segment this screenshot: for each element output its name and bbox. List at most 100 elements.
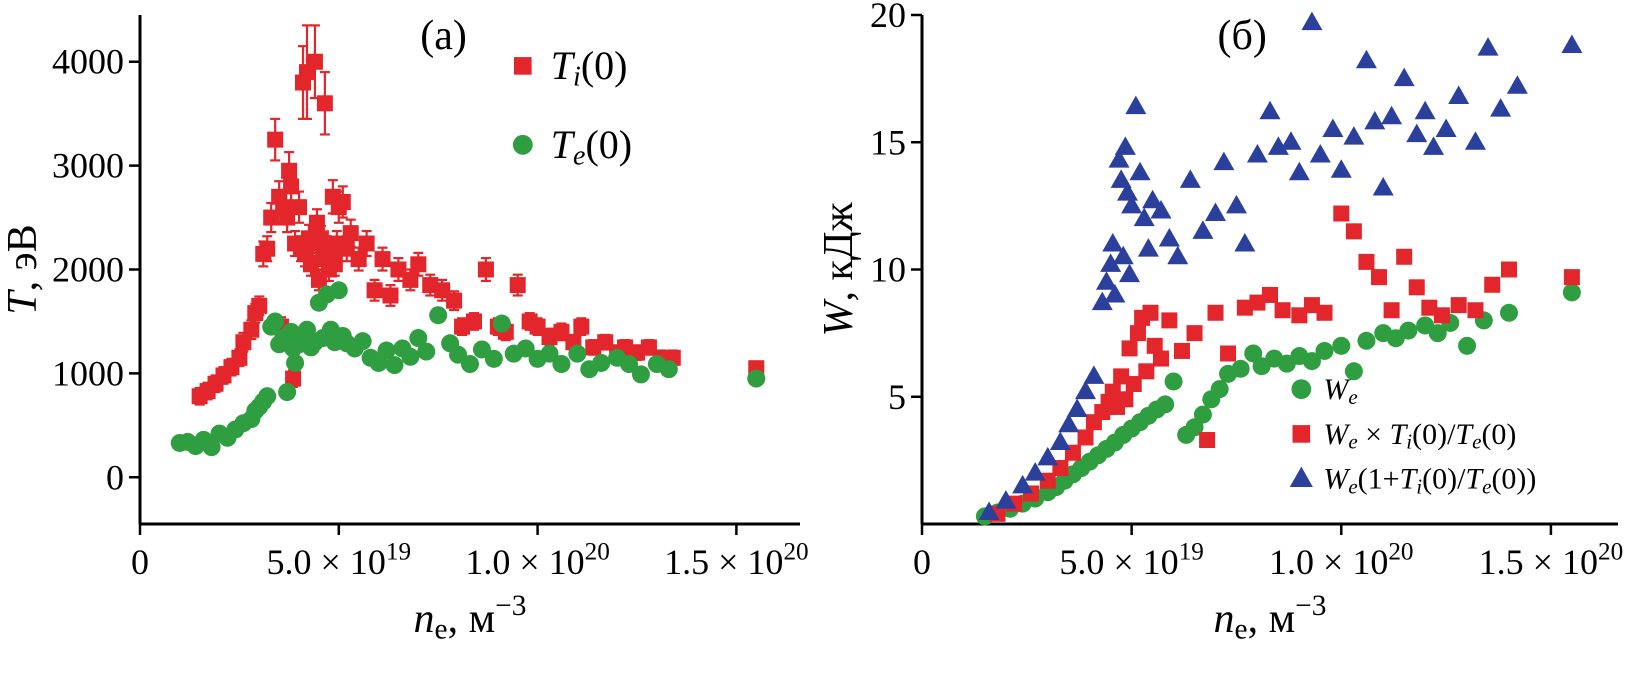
data-point-circle: [329, 281, 348, 300]
data-point-square: [316, 95, 333, 112]
data-point-square: [1138, 363, 1155, 380]
data-point-square: [1142, 304, 1159, 321]
y-tick-label: 2000: [52, 250, 124, 290]
data-point-triangle: [1024, 462, 1046, 481]
data-point-circle: [202, 438, 221, 457]
data-point-square: [1146, 337, 1163, 354]
data-point-square: [446, 292, 463, 309]
data-point-triangle: [1100, 253, 1122, 272]
data-point-square: [308, 214, 325, 231]
data-point-triangle: [1012, 474, 1034, 494]
data-point-circle: [409, 329, 428, 348]
data-point-circle: [417, 342, 436, 361]
data-point-circle: [1193, 405, 1212, 424]
data-point-square: [1113, 368, 1130, 385]
data-point-triangle: [1448, 85, 1470, 104]
data-point-triangle: [1129, 161, 1151, 181]
data-point-circle: [1357, 331, 1376, 350]
data-point-square: [291, 199, 308, 216]
data-point-square: [1249, 294, 1266, 311]
data-point-triangle: [1423, 136, 1445, 155]
data-point-square: [1274, 302, 1291, 319]
y-axis-ticks: 0 1000 2000 3000 4000: [52, 42, 140, 497]
x-tick-label: 1.5 × 1020: [664, 539, 809, 582]
data-point-triangle: [1125, 95, 1147, 115]
data-point-square: [465, 313, 482, 330]
data-point-square: [573, 318, 590, 335]
data-point-circle: [1562, 283, 1581, 302]
data-point-square: [1333, 205, 1350, 222]
series-1: [170, 281, 766, 457]
data-point-triangle: [1114, 136, 1136, 155]
data-point-triangle: [978, 501, 1000, 521]
data-point-circle: [659, 360, 678, 379]
x-axis-label: ne, м−3: [1214, 590, 1327, 646]
data-point-square: [1220, 345, 1237, 362]
data-point-circle: [258, 387, 277, 406]
data-point-triangle: [1280, 131, 1302, 150]
data-point-square: [402, 271, 419, 288]
data-point-circle: [1291, 379, 1312, 400]
y-tick-label: 10: [870, 250, 906, 290]
x-tick-label: 5.0 × 1019: [267, 539, 412, 582]
data-point-triangle: [1037, 446, 1059, 466]
data-point-square: [350, 251, 367, 268]
data-point-circle: [1332, 336, 1351, 355]
data-point-triangle: [1464, 131, 1486, 150]
series-0: [191, 24, 765, 406]
data-point-triangle: [1364, 110, 1386, 130]
data-point-circle: [1156, 395, 1175, 414]
data-point-square: [334, 193, 351, 210]
legend-label: We × Ti(0)/Te(0): [1323, 418, 1516, 454]
data-point-square: [1421, 299, 1438, 316]
data-point-circle: [461, 355, 479, 374]
x-axis-ticks: 0 5.0 × 1019 1.0 × 1020 1.5 × 1020: [913, 524, 1623, 582]
data-point-square: [285, 370, 302, 387]
legend-label: Te(0): [551, 122, 632, 171]
x-axis-label: ne, м−3: [414, 590, 527, 646]
data-point-square: [1450, 297, 1467, 314]
data-point-triangle: [1095, 271, 1117, 290]
data-point-triangle: [1372, 177, 1394, 196]
legend-label: Ti(0): [551, 43, 628, 92]
data-point-triangle: [1435, 118, 1457, 138]
data-point-triangle: [1142, 189, 1164, 209]
data-point-square: [342, 225, 359, 242]
panel-title: (а): [420, 13, 467, 59]
data-point-triangle: [1167, 245, 1189, 265]
data-point-triangle: [1049, 431, 1071, 451]
data-point-square: [509, 277, 526, 294]
data-point-square: [259, 240, 276, 257]
legend: We We × Ti(0)/Te(0) We(1+Ti(0)/Te(0)): [1289, 373, 1536, 498]
data-point-square: [1121, 340, 1138, 357]
data-point-square: [326, 256, 343, 273]
data-point-circle: [266, 312, 285, 331]
y-axis-ticks: 5 10 15 20: [870, 0, 922, 417]
data-point-square: [231, 349, 248, 366]
data-point-square: [410, 256, 427, 273]
data-point-triangle: [995, 490, 1017, 509]
data-point-triangle: [1259, 100, 1281, 120]
data-point-circle: [540, 344, 559, 363]
data-point-square: [1563, 269, 1580, 286]
data-point-square: [1291, 307, 1308, 324]
data-point-square: [1484, 276, 1501, 293]
data-point-circle: [1458, 336, 1477, 355]
data-point-square: [1161, 312, 1178, 329]
data-point-square: [267, 131, 284, 148]
data-point-circle: [492, 314, 511, 333]
data-point-triangle: [1091, 291, 1113, 311]
data-point-square: [514, 57, 532, 75]
data-point-circle: [377, 341, 396, 360]
data-point-circle: [1499, 303, 1518, 322]
data-point-triangle: [1225, 194, 1247, 214]
data-point-square: [1207, 304, 1224, 321]
data-point-square: [1371, 269, 1388, 286]
data-point-triangle: [1330, 159, 1352, 178]
x-tick-label: 1.5 × 1020: [1479, 539, 1624, 582]
data-point-triangle: [1355, 49, 1377, 69]
data-point-square: [251, 297, 268, 314]
chart-panel-a: 0 5.0 × 1019 1.0 × 1020 1.5 × 1020 0 1000 2000…: [0, 13, 809, 646]
data-point-square: [477, 261, 494, 278]
data-point-circle: [484, 349, 503, 368]
